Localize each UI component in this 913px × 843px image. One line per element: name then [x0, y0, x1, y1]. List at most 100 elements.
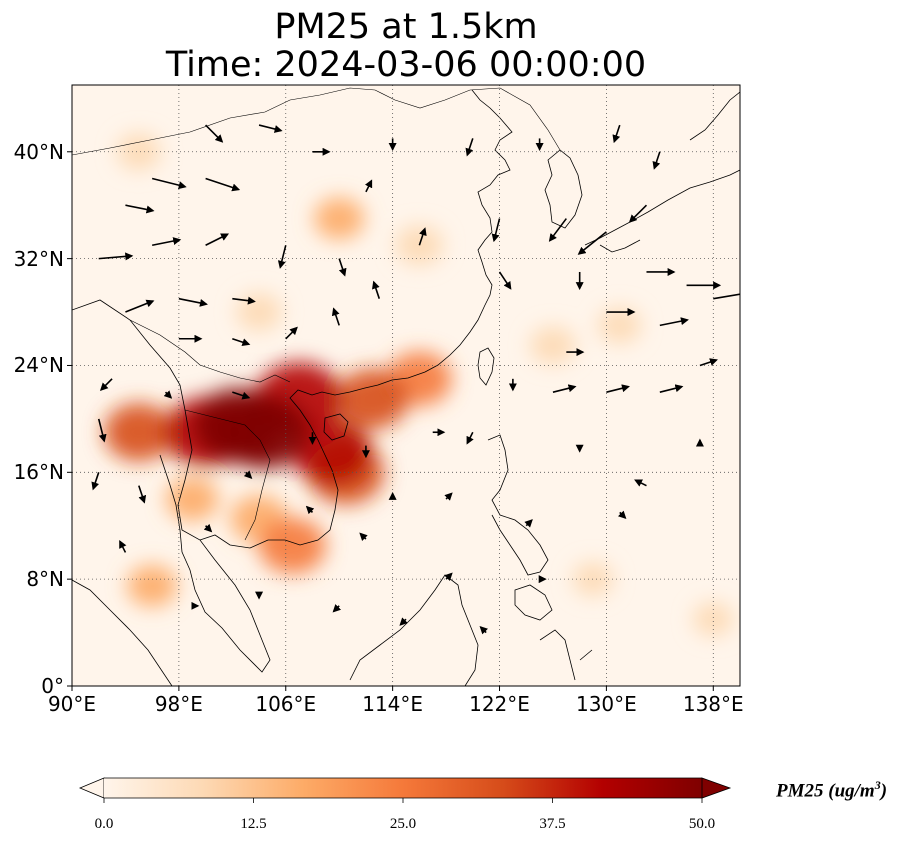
wind-arrow [612, 124, 621, 144]
wind-arrow [606, 384, 630, 393]
lon-tick-label: 130°E [575, 692, 637, 716]
pm25-hotspot [104, 403, 174, 462]
wind-arrow [465, 138, 474, 157]
wind-arrow [277, 245, 287, 269]
coastline-japan [584, 91, 740, 253]
map-title: PM25 at 1.5km [274, 7, 538, 47]
wind-arrow [479, 625, 489, 635]
wind-arrow [498, 271, 512, 290]
pm25-hotspot [258, 517, 327, 574]
lon-tick-label: 98°E [154, 692, 203, 716]
coastline-philippines [487, 434, 553, 621]
wind-arrow [331, 307, 340, 326]
coastline-sumatra [72, 579, 173, 686]
wind-arrow [163, 390, 173, 399]
pm25-hotspot [692, 602, 734, 637]
lat-tick-label: 8°N [26, 567, 64, 592]
pm25-hotspot [165, 477, 219, 522]
coastline-korea [544, 149, 583, 229]
lon-tick-label: 114°E [362, 692, 424, 716]
wind-arrow [138, 485, 147, 504]
coastline-indochina [199, 89, 513, 549]
wind-arrow [359, 532, 368, 541]
wind-arrow [524, 519, 533, 528]
wind-arrow [305, 505, 315, 515]
wind-arrow [372, 280, 381, 299]
wind-arrow [152, 237, 182, 247]
lon-tick-label: 138°E [682, 692, 744, 716]
wind-arrow [444, 492, 453, 501]
pm25-hotspot [314, 197, 365, 240]
map-timestamp: Time: 2024-03-06 00:00:00 [165, 45, 647, 85]
pm25-hotspot [126, 564, 178, 607]
wind-arrow [332, 604, 342, 613]
wind-arrow [418, 227, 427, 246]
map-frame [71, 84, 741, 687]
border-china-north [72, 87, 561, 156]
lat-tick-label: 32°N [13, 246, 64, 271]
pm25-hotspot [336, 368, 409, 429]
colorbar-label: PM25 (ug/m3) [776, 778, 888, 802]
lat-tick-label: 40°N [13, 139, 64, 164]
wind-vectors [91, 124, 740, 635]
wind-arrow [659, 384, 684, 393]
wind-arrow [125, 204, 155, 214]
wind-arrow [151, 177, 187, 190]
lon-tick-label: 90°E [47, 692, 97, 716]
wind-arrow [552, 384, 577, 393]
coastline-sulawesi [539, 629, 593, 681]
wind-arrow [243, 470, 253, 479]
wind-arrow [258, 124, 283, 133]
wind-arrow [444, 572, 453, 582]
pm25-field [104, 133, 734, 637]
wind-arrow [91, 472, 100, 491]
wind-arrow [617, 510, 627, 520]
wind-arrow [285, 326, 298, 340]
colorbar-tick-label: 50.0 [688, 816, 716, 832]
border-china-south [129, 319, 291, 541]
wind-arrow [577, 231, 607, 255]
wind-arrow [634, 479, 647, 487]
wind-arrow [97, 418, 107, 443]
wind-arrow [205, 177, 241, 192]
wind-arrow [659, 317, 689, 327]
wind-arrow [364, 179, 373, 193]
lat-tick-label: 0° [41, 674, 64, 698]
wind-arrow [699, 358, 718, 367]
colorbar-tick-label: 12.5 [240, 816, 267, 832]
wind-arrow [628, 204, 648, 223]
wind-arrow [491, 218, 501, 243]
lon-tick-label: 106°E [255, 692, 317, 716]
wind-arrow [232, 337, 251, 347]
wind-arrow [399, 617, 408, 626]
wind-arrow [205, 124, 224, 143]
wind-arrow [232, 296, 256, 305]
coastlines [72, 87, 740, 686]
coastline-hainan [323, 413, 349, 441]
colorbar-tick-label: 0.0 [94, 816, 114, 832]
wind-arrow [338, 258, 347, 277]
wind-arrow [652, 151, 661, 170]
wind-arrow [119, 540, 127, 553]
pm25-hotspot [236, 293, 282, 332]
coastline-asia-mainland [72, 299, 271, 673]
wind-arrow [232, 391, 251, 400]
coastline-taiwan [477, 347, 495, 386]
pm25-hotspot [598, 307, 642, 344]
wind-arrow [178, 297, 208, 307]
pm25-hotspot [530, 326, 576, 365]
axis-ticks [67, 151, 714, 691]
wind-arrow [98, 252, 134, 261]
wind-arrow [203, 523, 213, 533]
wind-arrow [125, 299, 155, 313]
colorbar-tick-label: 37.5 [539, 816, 566, 832]
lat-tick-label: 24°N [13, 353, 64, 378]
wind-arrow [99, 378, 113, 391]
wind-arrow [466, 431, 474, 445]
wind-arrow [713, 290, 740, 300]
pm25-hotspot [572, 562, 614, 597]
pm25-hotspot [193, 387, 285, 464]
wind-arrow [205, 233, 230, 246]
wind-arrow [548, 218, 567, 242]
